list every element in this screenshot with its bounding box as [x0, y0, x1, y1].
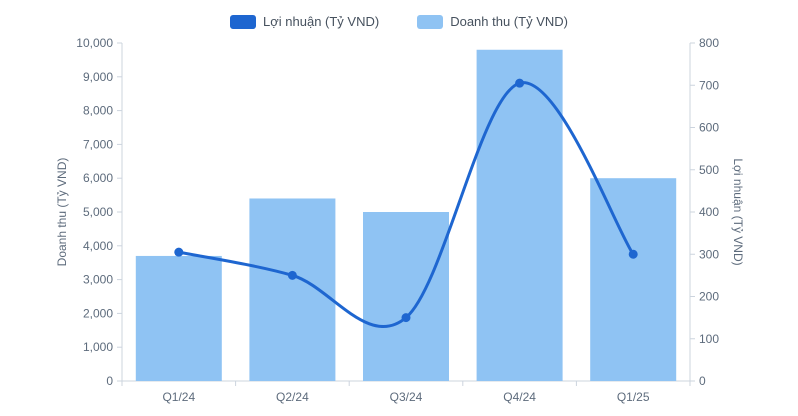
profit-point	[628, 249, 638, 259]
revenue-series-swatch	[417, 14, 444, 29]
left-tick-label: 4,000	[83, 239, 113, 253]
left-tick-label: 10,000	[76, 36, 113, 50]
left-tick-label: 1,000	[83, 340, 113, 354]
right-tick-label: 0	[699, 374, 706, 388]
right-tick-label: 400	[699, 205, 719, 219]
left-tick-label: 3,000	[83, 273, 113, 287]
chart-legend: Lợi nhuận (Tỷ VND) Doanh thu (Tỷ VND)	[0, 14, 798, 29]
category-label: Q3/24	[390, 390, 423, 404]
right-tick-label: 800	[699, 36, 719, 50]
profit-point	[174, 247, 184, 257]
left-tick-label: 0	[106, 374, 113, 388]
profit-series-label: Lợi nhuận (Tỷ VND)	[263, 14, 380, 29]
revenue-bar	[249, 198, 336, 381]
category-label: Q1/25	[617, 390, 650, 404]
left-tick-label: 7,000	[83, 137, 113, 151]
right-tick-label: 200	[699, 290, 719, 304]
left-tick-label: 2,000	[83, 306, 113, 320]
revenue-bar	[135, 255, 222, 381]
right-tick-label: 300	[699, 247, 719, 261]
revenue-bar	[363, 212, 449, 381]
category-label: Q1/24	[162, 390, 195, 404]
revenue-bar	[590, 178, 677, 381]
right-tick-label: 100	[699, 332, 719, 346]
category-label: Q4/24	[503, 390, 536, 404]
revenue-bar	[476, 49, 563, 381]
left-tick-label: 9,000	[83, 70, 113, 84]
legend-item-profit[interactable]: Lợi nhuận (Tỷ VND)	[230, 14, 379, 29]
profit-point	[401, 313, 411, 323]
right-tick-label: 700	[699, 78, 719, 92]
profit-series-swatch	[230, 14, 257, 29]
left-tick-label: 8,000	[83, 104, 113, 118]
profit-line	[177, 81, 635, 328]
profit-point	[515, 78, 525, 88]
right-tick-label: 600	[699, 121, 719, 135]
category-label: Q2/24	[276, 390, 309, 404]
left-tick-label: 6,000	[83, 171, 113, 185]
profit-point	[287, 270, 297, 280]
right-tick-label: 500	[699, 163, 719, 177]
revenue-series-label: Doanh thu (Tỷ VND)	[450, 14, 568, 29]
left-tick-label: 5,000	[83, 205, 113, 219]
legend-item-revenue[interactable]: Doanh thu (Tỷ VND)	[417, 14, 568, 29]
